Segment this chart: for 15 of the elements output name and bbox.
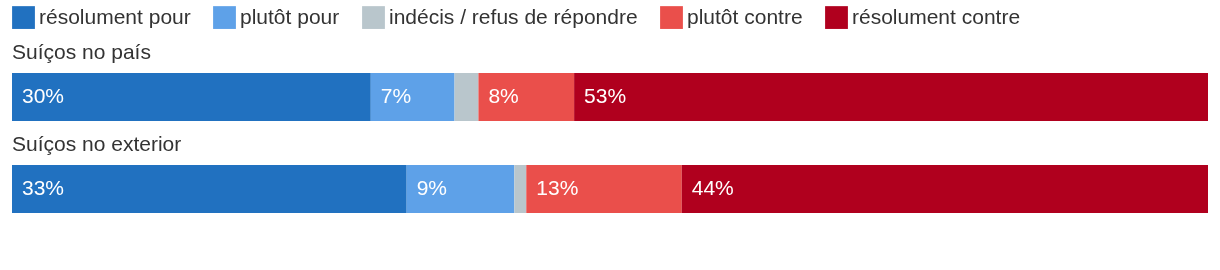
data-label: 44% [691,176,734,199]
data-label: 7% [380,84,412,107]
data-label: 33% [22,176,65,199]
legend-label: plutôt pour [240,4,340,28]
data-label: 53% [584,84,627,107]
data-label: 30% [22,84,65,107]
y-tick-label: Suíços no exterior [12,132,182,155]
data-label: 9% [416,176,448,199]
legend-label: plutôt contre [687,4,803,28]
legend-label: résolument pour [39,4,191,28]
data-label: 8% [488,84,519,107]
legend-label: indécis / refus de répondre [389,4,638,28]
data-label: 13% [536,176,579,199]
y-tick-label: Suíços no país [12,40,151,63]
legend-label: résolument contre [852,4,1021,28]
